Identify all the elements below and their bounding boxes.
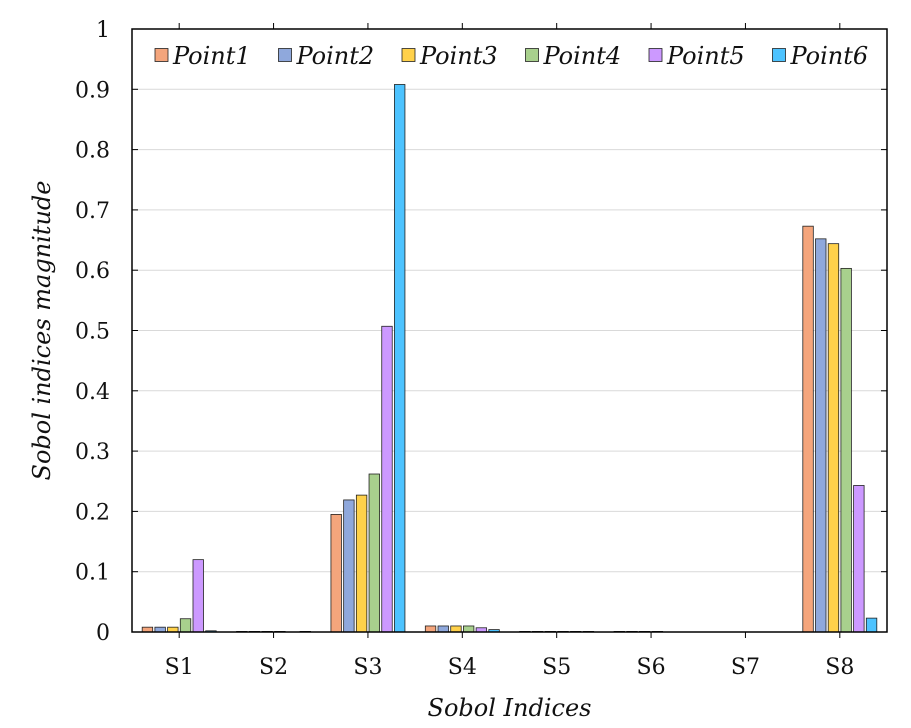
- x-tick-label: S7: [731, 655, 760, 680]
- bar-point5-s1: [192, 559, 204, 633]
- bar-point4-s3: [368, 473, 380, 633]
- y-tick-label: 0.6: [75, 259, 110, 284]
- y-tick-label: 0.5: [75, 320, 110, 345]
- x-tick-label: S6: [637, 655, 666, 680]
- y-tick-label: 0.9: [75, 78, 110, 103]
- legend-swatch-point6: [772, 48, 786, 62]
- x-tick-label: S8: [825, 655, 854, 680]
- bar-point3-s3: [355, 494, 368, 633]
- legend-swatch-point4: [525, 48, 539, 62]
- bar-point5-s3: [381, 325, 393, 633]
- legend: Point1 Point2 Point3 Point4 Point5 Point6: [154, 42, 869, 70]
- bar-point2-s4: [437, 625, 449, 633]
- bar-point3-s8: [827, 243, 840, 633]
- bar-point6-s3: [394, 84, 406, 633]
- legend-swatch-point1: [154, 48, 169, 62]
- bars: [141, 84, 878, 633]
- x-tick-label: S3: [353, 655, 382, 680]
- y-tick-label: 0.4: [75, 380, 110, 405]
- bar-point1-s3: [330, 514, 342, 633]
- bar-point2-s8: [815, 238, 827, 633]
- x-tick-label: S1: [165, 655, 194, 680]
- legend-label-point4: Point4: [543, 42, 622, 70]
- y-tick-label: 0.7: [75, 199, 110, 224]
- legend-label-point5: Point5: [666, 42, 745, 70]
- legend-swatch-point3: [401, 48, 416, 62]
- legend-label-point1: Point1: [172, 42, 251, 70]
- x-axis: S1 S2 S3 S4 S5 S6 S7 S8: [165, 23, 854, 680]
- y-tick-label: 0.1: [75, 561, 110, 586]
- gridlines: [132, 88, 887, 573]
- bar-point1-s8: [802, 225, 814, 633]
- y-axis-title: Sobol indices magnitude: [28, 181, 56, 481]
- bar-point3-s4: [450, 625, 462, 633]
- bar-point2-s3: [343, 499, 355, 633]
- bar-point6-s8: [865, 617, 878, 633]
- legend-label-point3: Point3: [419, 42, 498, 70]
- y-tick-label: 0: [96, 621, 110, 646]
- y-tick-label: 0.2: [75, 500, 110, 525]
- legend-swatch-point5: [648, 48, 663, 62]
- y-tick-label: 0.8: [75, 139, 110, 164]
- y-tick-label: 1: [96, 18, 110, 43]
- legend-label-point6: Point6: [790, 42, 869, 70]
- bar-point1-s4: [424, 625, 437, 633]
- x-tick-label: S2: [259, 655, 288, 680]
- x-tick-label: S4: [448, 655, 477, 680]
- y-tick-label: 0.3: [75, 440, 110, 465]
- bar-point5-s8: [853, 485, 865, 633]
- bar-point4-s4: [463, 625, 475, 633]
- bar-point4-s1: [179, 618, 192, 633]
- x-tick-label: S5: [542, 655, 571, 680]
- legend-label-point2: Point2: [296, 42, 375, 70]
- legend-swatch-point2: [278, 48, 292, 62]
- bar-point4-s8: [840, 267, 852, 633]
- y-axis: 0 0.1 0.2 0.3 0.4 0.5 0.6 0.7 0.8 0.9 1: [75, 18, 887, 646]
- x-axis-title: Sobol Indices: [428, 694, 592, 722]
